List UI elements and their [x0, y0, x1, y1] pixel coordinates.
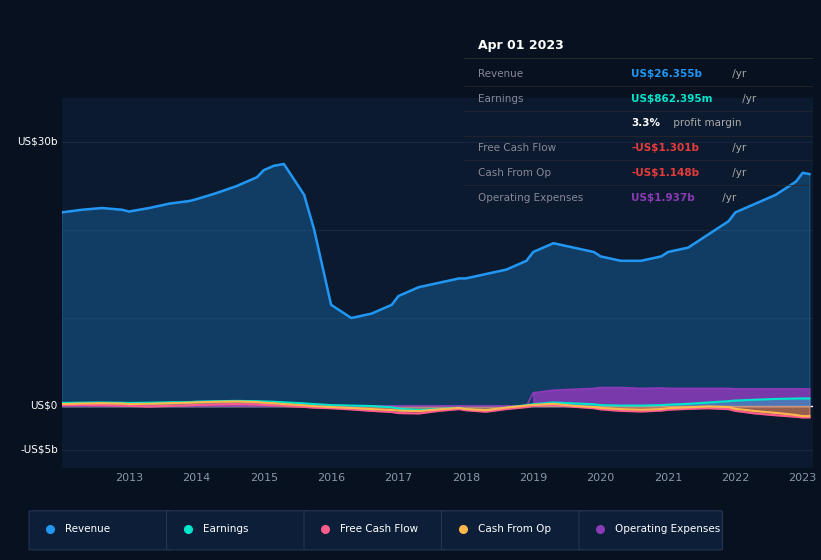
Text: US$1.937b: US$1.937b	[631, 193, 695, 203]
Text: -US$1.301b: -US$1.301b	[631, 143, 699, 153]
Text: Free Cash Flow: Free Cash Flow	[478, 143, 556, 153]
Text: -US$5b: -US$5b	[20, 445, 57, 455]
Text: Free Cash Flow: Free Cash Flow	[340, 524, 419, 534]
Text: /yr: /yr	[739, 94, 756, 104]
Text: /yr: /yr	[729, 143, 746, 153]
FancyBboxPatch shape	[442, 511, 585, 550]
Text: Earnings: Earnings	[478, 94, 523, 104]
Text: Revenue: Revenue	[66, 524, 111, 534]
Text: US$30b: US$30b	[17, 137, 57, 147]
Text: /yr: /yr	[719, 193, 736, 203]
Text: US$0: US$0	[30, 401, 57, 411]
FancyBboxPatch shape	[167, 511, 310, 550]
FancyBboxPatch shape	[579, 511, 722, 550]
Text: US$862.395m: US$862.395m	[631, 94, 713, 104]
Text: Earnings: Earnings	[203, 524, 248, 534]
Text: Cash From Op: Cash From Op	[478, 524, 551, 534]
Text: Operating Expenses: Operating Expenses	[478, 193, 583, 203]
Text: Cash From Op: Cash From Op	[478, 168, 551, 178]
Text: Operating Expenses: Operating Expenses	[615, 524, 721, 534]
FancyBboxPatch shape	[304, 511, 447, 550]
Text: -US$1.148b: -US$1.148b	[631, 168, 699, 178]
FancyBboxPatch shape	[29, 511, 172, 550]
Text: US$26.355b: US$26.355b	[631, 69, 702, 79]
Text: /yr: /yr	[729, 69, 746, 79]
Text: profit margin: profit margin	[671, 118, 742, 128]
Text: /yr: /yr	[729, 168, 746, 178]
Text: 3.3%: 3.3%	[631, 118, 660, 128]
Text: Apr 01 2023: Apr 01 2023	[478, 39, 563, 52]
Text: Revenue: Revenue	[478, 69, 523, 79]
